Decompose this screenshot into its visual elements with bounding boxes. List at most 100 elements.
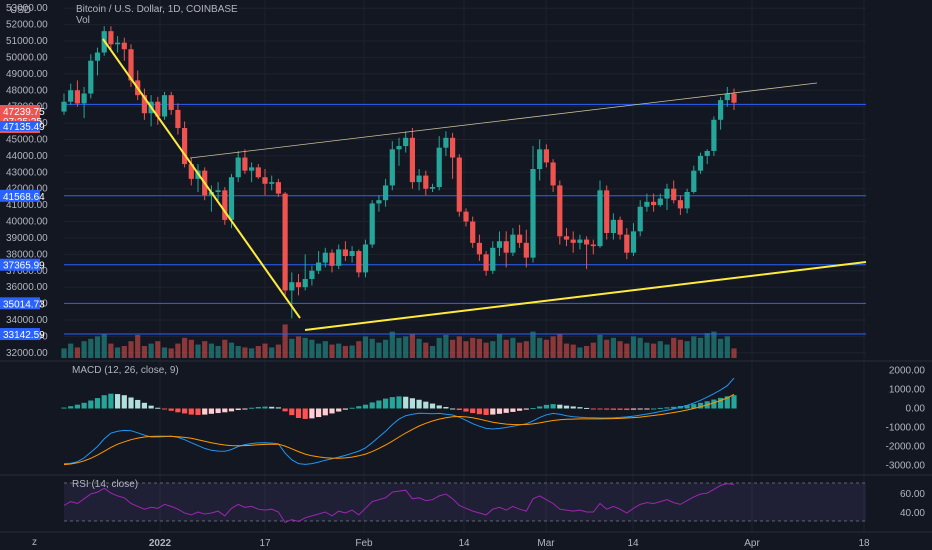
volume-bar <box>249 348 255 358</box>
volume-bar <box>81 341 87 358</box>
macd-histogram-bar <box>329 408 335 414</box>
macd-histogram-bar <box>128 397 134 409</box>
candle <box>115 36 121 53</box>
candle <box>155 96 161 125</box>
scale-label[interactable]: USD <box>10 5 31 16</box>
candle <box>530 146 536 263</box>
candle <box>657 193 663 207</box>
candle <box>450 132 456 179</box>
level-tag[interactable]: 37365.99 <box>0 258 45 272</box>
macd-histogram-bar <box>356 406 362 409</box>
current-level-label: 47135.49 <box>3 122 45 133</box>
macd-histogram-bar <box>228 408 235 412</box>
macd-histogram-bar <box>718 397 724 409</box>
macd-histogram-bar <box>108 393 114 409</box>
macd-histogram-bar <box>731 395 737 409</box>
volume-bar <box>269 347 275 358</box>
volume-bar <box>537 337 543 358</box>
trendlines[interactable] <box>102 38 867 331</box>
volume-bar <box>691 336 697 358</box>
volume-bar <box>369 338 375 358</box>
candle <box>295 274 302 296</box>
volume-bar <box>235 346 241 358</box>
volume-bar <box>644 342 650 358</box>
current-price-tag[interactable]: 47239.75 07:35:25 47135.49 <box>0 105 45 133</box>
volume-bar <box>403 336 409 358</box>
macd-histogram-bar <box>684 405 690 409</box>
candle <box>316 251 322 275</box>
time-tick-label: 14 <box>627 538 639 549</box>
candle <box>369 200 375 248</box>
candle <box>651 193 657 212</box>
macd-histogram-bar <box>409 398 415 409</box>
price-tick-label: 38000.00 <box>6 249 48 260</box>
level-tag[interactable]: 35014.73 <box>0 297 45 310</box>
time-tick-label: Feb <box>355 538 373 549</box>
candle <box>329 249 335 273</box>
ascending-trendline[interactable] <box>304 261 867 331</box>
macd-histogram-bar <box>275 407 281 409</box>
macd-histogram-bar <box>208 408 214 414</box>
volume-bar <box>356 341 362 358</box>
macd-histogram-bar <box>309 408 315 419</box>
macd-histogram-bar <box>617 408 623 410</box>
candle <box>463 208 469 227</box>
macd-histogram-bar <box>262 406 268 409</box>
macd-histogram-bar <box>490 408 496 415</box>
macd-histogram-bar <box>383 398 389 409</box>
time-tick-label: Mar <box>537 538 555 549</box>
macd-tick-label: -3000.00 <box>886 461 926 472</box>
macd-histogram-bar <box>429 403 436 409</box>
macd-histogram-bar <box>135 399 141 409</box>
volume-bar <box>94 336 101 358</box>
volume-bar <box>724 336 730 358</box>
candle <box>235 150 241 183</box>
volume-bar <box>563 343 570 358</box>
time-tick-label: 18 <box>858 538 870 549</box>
price-tick-label: 48000.00 <box>6 85 48 96</box>
macd-histogram-bar <box>68 406 74 409</box>
level-tag[interactable]: 33142.59 <box>0 328 45 341</box>
macd-histogram-bar <box>61 407 67 409</box>
price-tick-label: 50000.00 <box>6 52 48 63</box>
macd-histogram-bar <box>543 404 549 409</box>
price-tick-label: 45000.00 <box>6 134 48 145</box>
macd-histogram-bar <box>74 404 80 409</box>
volume-bar <box>496 334 503 358</box>
candle <box>121 37 127 61</box>
volume-bar <box>188 339 194 358</box>
volume-bar <box>584 346 590 358</box>
chart-title: Bitcoin / U.S. Dollar, 1D, COINBASE <box>76 4 238 15</box>
vol-label: Vol <box>76 15 90 26</box>
macd-axis: 2000.00 1000.00 0.00 -1000.00 -2000.00 -3000.… <box>886 366 926 472</box>
volume-bar <box>396 337 402 358</box>
volume-bar <box>456 336 462 358</box>
macd-histogram-bar <box>94 398 101 409</box>
candle <box>336 244 342 270</box>
volume-bar <box>101 334 107 358</box>
macd-histogram-bar <box>577 407 583 409</box>
candles <box>61 26 737 319</box>
volume-bar <box>108 343 114 358</box>
candle <box>724 86 730 107</box>
upper-thin-trendline[interactable] <box>189 82 818 159</box>
candle <box>557 180 563 245</box>
macd-tick-label: -2000.00 <box>886 442 926 453</box>
price-tick-label: 42000.00 <box>6 184 48 195</box>
level-tag[interactable]: 41568.64 <box>0 189 45 203</box>
macd-histogram-bar <box>148 405 154 409</box>
macd-histogram-bar <box>88 400 94 409</box>
descending-trendline[interactable] <box>102 38 301 319</box>
candle <box>68 83 74 106</box>
candle <box>349 246 355 263</box>
candle <box>429 183 436 192</box>
timezone-icon[interactable]: z <box>32 537 37 548</box>
rsi-label: RSI (14, close) <box>72 479 138 490</box>
volume-bar <box>711 331 717 358</box>
candle <box>677 195 683 215</box>
candle <box>262 169 268 196</box>
macd-histogram-bar <box>369 402 375 409</box>
volume-bar <box>510 337 516 358</box>
candle <box>718 96 724 130</box>
